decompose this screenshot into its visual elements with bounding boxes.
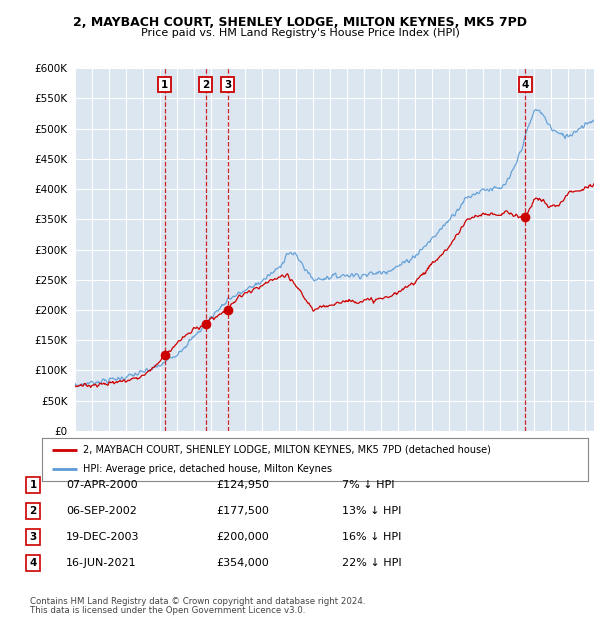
Text: 16% ↓ HPI: 16% ↓ HPI bbox=[342, 532, 401, 542]
Text: 3: 3 bbox=[224, 79, 231, 89]
Text: 22% ↓ HPI: 22% ↓ HPI bbox=[342, 558, 401, 568]
Text: 16-JUN-2021: 16-JUN-2021 bbox=[66, 558, 137, 568]
Text: £124,950: £124,950 bbox=[216, 480, 269, 490]
Text: 4: 4 bbox=[29, 558, 37, 568]
Text: £177,500: £177,500 bbox=[216, 506, 269, 516]
Text: 4: 4 bbox=[521, 79, 529, 89]
Text: This data is licensed under the Open Government Licence v3.0.: This data is licensed under the Open Gov… bbox=[30, 606, 305, 615]
Text: 7% ↓ HPI: 7% ↓ HPI bbox=[342, 480, 395, 490]
Text: 2: 2 bbox=[29, 506, 37, 516]
Text: 1: 1 bbox=[161, 79, 169, 89]
Text: £354,000: £354,000 bbox=[216, 558, 269, 568]
Text: £200,000: £200,000 bbox=[216, 532, 269, 542]
Text: 07-APR-2000: 07-APR-2000 bbox=[66, 480, 137, 490]
Text: 2, MAYBACH COURT, SHENLEY LODGE, MILTON KEYNES, MK5 7PD: 2, MAYBACH COURT, SHENLEY LODGE, MILTON … bbox=[73, 16, 527, 29]
Text: 19-DEC-2003: 19-DEC-2003 bbox=[66, 532, 139, 542]
Text: Price paid vs. HM Land Registry's House Price Index (HPI): Price paid vs. HM Land Registry's House … bbox=[140, 28, 460, 38]
Text: 1: 1 bbox=[29, 480, 37, 490]
Text: 13% ↓ HPI: 13% ↓ HPI bbox=[342, 506, 401, 516]
Text: Contains HM Land Registry data © Crown copyright and database right 2024.: Contains HM Land Registry data © Crown c… bbox=[30, 597, 365, 606]
Text: 06-SEP-2002: 06-SEP-2002 bbox=[66, 506, 137, 516]
Text: HPI: Average price, detached house, Milton Keynes: HPI: Average price, detached house, Milt… bbox=[83, 464, 332, 474]
Text: 3: 3 bbox=[29, 532, 37, 542]
Text: 2, MAYBACH COURT, SHENLEY LODGE, MILTON KEYNES, MK5 7PD (detached house): 2, MAYBACH COURT, SHENLEY LODGE, MILTON … bbox=[83, 445, 491, 454]
Text: 2: 2 bbox=[202, 79, 209, 89]
